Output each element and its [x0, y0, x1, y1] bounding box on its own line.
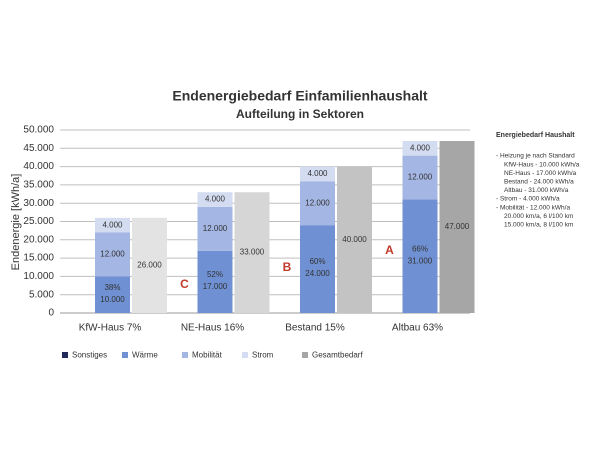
- y-tick-label: 45.000: [23, 143, 54, 154]
- value-label: 10.000: [100, 295, 125, 304]
- bar-segment: [300, 181, 335, 226]
- total-bar: [337, 166, 372, 313]
- total-bar: [132, 217, 167, 313]
- chart-subtitle: Aufteilung in Sektoren: [236, 107, 364, 121]
- legend-label: Wärme: [132, 351, 158, 360]
- value-label: 4.000: [307, 169, 328, 178]
- y-axis-label: Endenergie [kWh/a]: [10, 174, 22, 271]
- y-tick-label: 35.000: [23, 180, 54, 191]
- bar-segment: [95, 232, 130, 277]
- percent-label: 66%: [412, 244, 428, 253]
- y-tick-label: 10.000: [23, 271, 54, 282]
- side-note-line: 15.000 km/a, 8 l/100 km: [504, 222, 573, 229]
- value-label: 4.000: [205, 195, 226, 204]
- legend-swatch: [182, 352, 188, 358]
- legend-swatch: [302, 352, 308, 358]
- bar-segment: [197, 206, 233, 251]
- value-label: 12.000: [100, 250, 125, 259]
- legend-swatch: [62, 352, 68, 358]
- side-note-line: Altbau - 31.000 kWh/a: [504, 187, 569, 194]
- annotation: A: [385, 243, 394, 257]
- side-note-line: - Mobilität - 12.000 kWh/a: [496, 204, 570, 211]
- legend-label: Strom: [252, 351, 274, 360]
- side-note-line: NE-Haus - 17.000 kWh/a: [504, 170, 577, 177]
- percent-label: 52%: [207, 270, 223, 279]
- y-tick-label: 40.000: [23, 161, 54, 172]
- x-tick-label: Bestand 15%: [285, 323, 345, 334]
- bar-segment: [402, 155, 438, 200]
- value-label: 12.000: [203, 224, 228, 233]
- annotation: B: [283, 260, 292, 274]
- y-tick-label: 30.000: [23, 198, 54, 209]
- value-label: 12.000: [408, 173, 433, 182]
- x-tick-label: NE-Haus 16%: [181, 323, 244, 334]
- side-note-line: KfW-Haus - 10.000 kWh/a: [504, 161, 580, 168]
- bar-segment: [300, 166, 335, 182]
- bar-segment: [197, 192, 233, 207]
- legend-label: Sonstiges: [72, 351, 107, 360]
- value-label: 47.000: [445, 222, 470, 231]
- side-note-line: Bestand - 24.000 kWh/a: [504, 179, 574, 186]
- value-label: 31.000: [408, 256, 433, 265]
- side-note-title: Energiebedarf Haushalt: [496, 132, 575, 139]
- bar-segment: [402, 140, 438, 156]
- annotation: C: [180, 277, 189, 291]
- chart-title: Endenergiebedarf Einfamilienhaushalt: [172, 88, 428, 104]
- x-tick-label: Altbau 63%: [392, 323, 443, 334]
- legend-label: Mobilität: [192, 351, 223, 360]
- value-label: 17.000: [203, 282, 228, 291]
- side-note-line: 20.000 km/a, 6 l/100 km: [504, 213, 573, 220]
- value-label: 40.000: [342, 235, 367, 244]
- y-tick-label: 50.000: [23, 125, 54, 136]
- bar-segment: [95, 217, 130, 233]
- total-bar: [439, 140, 475, 313]
- x-tick-label: KfW-Haus 7%: [79, 323, 142, 334]
- total-bar: [234, 192, 270, 313]
- value-label: 24.000: [305, 269, 330, 278]
- value-label: 4.000: [102, 220, 123, 229]
- y-tick-label: 25.000: [23, 216, 54, 227]
- value-label: 33.000: [240, 248, 265, 257]
- legend-label: Gesamtbedarf: [312, 351, 363, 360]
- value-label: 12.000: [305, 198, 330, 207]
- y-tick-label: 0: [48, 308, 54, 319]
- bar-segment: [197, 250, 233, 313]
- side-note-line: - Heizung je nach Standard: [496, 153, 575, 160]
- bar-segment: [402, 199, 438, 313]
- y-tick-label: 20.000: [23, 234, 54, 245]
- y-tick-label: 15.000: [23, 253, 54, 264]
- legend-swatch: [242, 352, 248, 358]
- bar-segment: [95, 276, 130, 313]
- value-label: 26.000: [137, 261, 162, 270]
- side-note-line: - Strom - 4.000 kWh/a: [496, 196, 560, 203]
- percent-label: 38%: [104, 283, 120, 292]
- legend-swatch: [122, 352, 128, 358]
- y-tick-label: 5.000: [29, 289, 54, 300]
- value-label: 4.000: [410, 143, 431, 152]
- bar-segment: [300, 225, 335, 313]
- percent-label: 60%: [309, 257, 325, 266]
